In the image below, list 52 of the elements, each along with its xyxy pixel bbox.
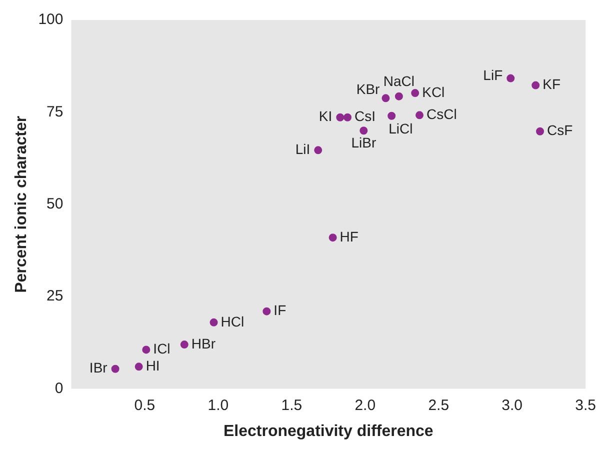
annotation: IF [274, 302, 286, 318]
point [532, 81, 540, 90]
x-tick-label: 1.5 [281, 396, 302, 414]
point [142, 346, 150, 354]
y-tick-label: 100 [38, 11, 64, 28]
annotation: KF [542, 76, 560, 92]
point [360, 126, 368, 135]
x-axis-title: Electronegativity difference [223, 422, 434, 440]
y-tick-label: 75 [46, 103, 64, 120]
annotation: ICl [153, 340, 170, 357]
annotation: NaCl [383, 73, 414, 90]
annotation: KBr [356, 81, 380, 98]
point [328, 234, 337, 242]
annotation: LiI [295, 141, 310, 158]
annotation: HBr [191, 335, 216, 352]
annotation: LiCl [388, 120, 413, 137]
point [336, 113, 344, 122]
annotation: HI [146, 358, 160, 374]
point [388, 112, 396, 120]
point [416, 111, 424, 120]
point [180, 340, 188, 349]
x-tick-label: 0.5 [134, 396, 156, 414]
annotation: LiF [483, 67, 503, 84]
y-axis-title: Percent ionic character [13, 116, 30, 293]
annotation: HCl [220, 313, 244, 330]
annotation: IBr [89, 360, 108, 376]
point [344, 113, 352, 122]
point [314, 146, 322, 154]
x-tick-label: 3.5 [575, 396, 596, 414]
point [210, 318, 218, 326]
point [506, 74, 515, 82]
x-tick-label: 2.5 [428, 396, 450, 414]
annotation: CsF [547, 122, 573, 138]
annotation: HF [340, 228, 358, 244]
annotation: KI [318, 108, 332, 124]
annotation: LiBr [351, 134, 376, 150]
x-tick-label: 2.0 [354, 396, 376, 414]
point [134, 362, 143, 371]
x-tick-label: 1.0 [208, 396, 229, 414]
point [262, 307, 271, 316]
y-tick-label: 0 [54, 380, 64, 397]
point [411, 89, 420, 98]
point [394, 92, 403, 100]
point [382, 94, 390, 102]
annotation: CsI [354, 108, 376, 124]
y-tick-label: 50 [46, 196, 64, 213]
point [111, 364, 120, 373]
annotation: CsCl [426, 106, 457, 122]
y-tick-label: 25 [46, 288, 64, 305]
annotation: KCl [422, 84, 445, 100]
x-tick-label: 3.0 [502, 396, 523, 414]
point [536, 127, 544, 136]
